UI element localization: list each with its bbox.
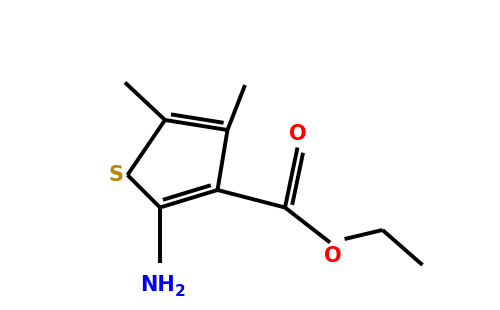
Text: NH: NH xyxy=(140,275,175,295)
Text: O: O xyxy=(288,123,306,144)
Text: 2: 2 xyxy=(174,284,186,299)
Text: O: O xyxy=(324,246,342,267)
Text: S: S xyxy=(109,165,124,185)
